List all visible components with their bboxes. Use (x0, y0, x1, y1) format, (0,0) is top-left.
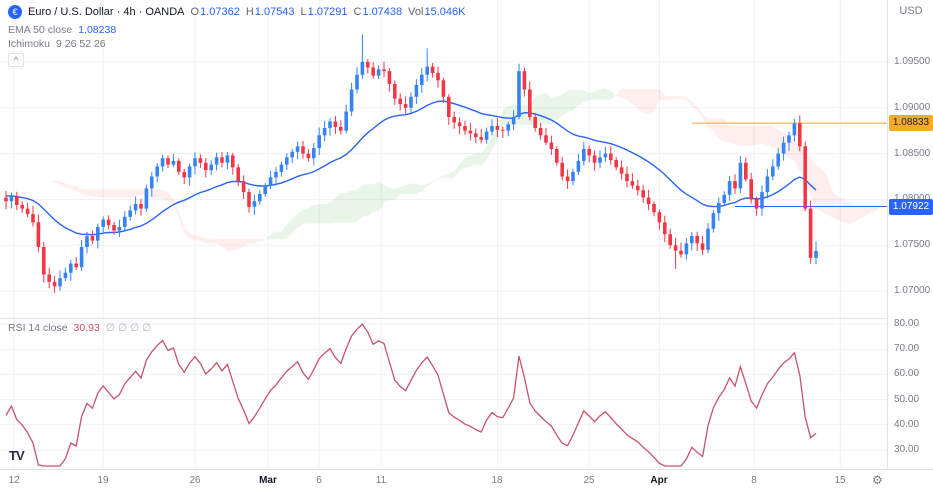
time-axis-label[interactable]: 6 (316, 475, 322, 486)
time-axis[interactable]: ⚙ 12 19 26 Mar 6 11 18 25 Apr 8 15 (0, 469, 933, 491)
rsi-axis-label: 60.00 (894, 368, 920, 379)
price-grid (0, 0, 887, 318)
rsi-legend-value: 30.93 (73, 322, 100, 334)
price-chart[interactable] (0, 0, 887, 318)
time-axis-label[interactable]: 26 (189, 475, 201, 486)
gear-icon[interactable]: ⚙ (872, 473, 883, 487)
time-axis-label[interactable]: 25 (583, 475, 595, 486)
ohlc-open-label: O (190, 6, 200, 18)
symbol-icon: € (8, 5, 22, 19)
time-axis-label[interactable]: 8 (751, 475, 757, 486)
ohlc-low-label: L (300, 6, 307, 18)
price-axis[interactable]: USD 1.09500 1.09000 1.08500 1.08000 1.07500 1… (887, 0, 933, 469)
price-axis-label: 1.09000 (894, 102, 931, 113)
time-axis-label[interactable]: 11 (375, 475, 387, 486)
time-axis-label[interactable]: Apr (650, 475, 668, 486)
time-axis-label[interactable]: 12 (8, 475, 20, 486)
time-axis-label[interactable]: Mar (259, 475, 277, 486)
currency-unit-label[interactable]: USD (899, 5, 923, 17)
ohlc-open-value: 1.07362 (200, 6, 240, 18)
ohlc-close-label: C (353, 6, 362, 18)
candlesticks[interactable] (4, 34, 818, 293)
time-axis-label[interactable]: 15 (834, 475, 846, 486)
ema-line[interactable] (6, 100, 817, 236)
ohlc-close-value: 1.07438 (362, 6, 403, 18)
rsi-axis-label: 30.00 (894, 444, 920, 455)
time-axis-label[interactable]: 18 (491, 475, 503, 486)
ohlc-high-value: 1.07543 (254, 6, 295, 18)
rsi-legend[interactable]: RSI 14 close 30.93 ∅ ∅ ∅ ∅ (8, 322, 151, 334)
rsi-axis-label: 80.00 (894, 318, 920, 329)
rsi-axis-label: 50.00 (894, 394, 920, 405)
rsi-grid (0, 319, 887, 469)
ohlc-high-label: H (245, 6, 254, 18)
ema-legend-value: 1.08238 (78, 24, 117, 36)
price-axis-label: 1.07000 (894, 285, 931, 296)
ema-legend-name: EMA 50 close (8, 24, 73, 36)
price-level-tag[interactable]: 1.07922 (889, 199, 933, 215)
volume-label: Vol (408, 6, 424, 18)
legend-collapse-button[interactable]: ^ (8, 53, 24, 67)
ema-legend[interactable]: EMA 50 close 1.08238 (8, 24, 116, 36)
rsi-chart[interactable] (0, 319, 887, 469)
rsi-axis-label: 70.00 (894, 343, 920, 354)
ohlc-low-value: 1.07291 (307, 6, 348, 18)
tradingview-logo[interactable]: TV (9, 448, 25, 463)
pane-separator[interactable] (0, 318, 933, 319)
symbol-legend[interactable]: € Euro / U.S. Dollar · 4h · OANDA O 1.073… (8, 5, 465, 19)
rsi-axis-label: 40.00 (894, 419, 920, 430)
ichimoku-legend[interactable]: Ichimoku 9 26 52 26 (8, 38, 106, 50)
price-axis-label: 1.07500 (894, 239, 931, 250)
volume-value: 15.046K (424, 6, 466, 18)
price-axis-label: 1.08500 (894, 148, 931, 159)
price-axis-label: 1.09500 (894, 56, 931, 67)
price-axis-label: 1.08000 (894, 193, 930, 205)
rsi-legend-name: RSI 14 close (8, 322, 68, 334)
price-level-tag[interactable]: 1.08833 (889, 115, 933, 131)
ichimoku-legend-name: Ichimoku (8, 38, 51, 50)
rsi-line[interactable] (5, 323, 817, 467)
rsi-legend-empty-values: ∅ ∅ ∅ ∅ (105, 322, 152, 334)
symbol-title: Euro / U.S. Dollar · 4h · OANDA (28, 6, 185, 18)
time-axis-label[interactable]: 19 (97, 475, 109, 486)
ichimoku-legend-params: 9 26 52 26 (56, 38, 106, 50)
